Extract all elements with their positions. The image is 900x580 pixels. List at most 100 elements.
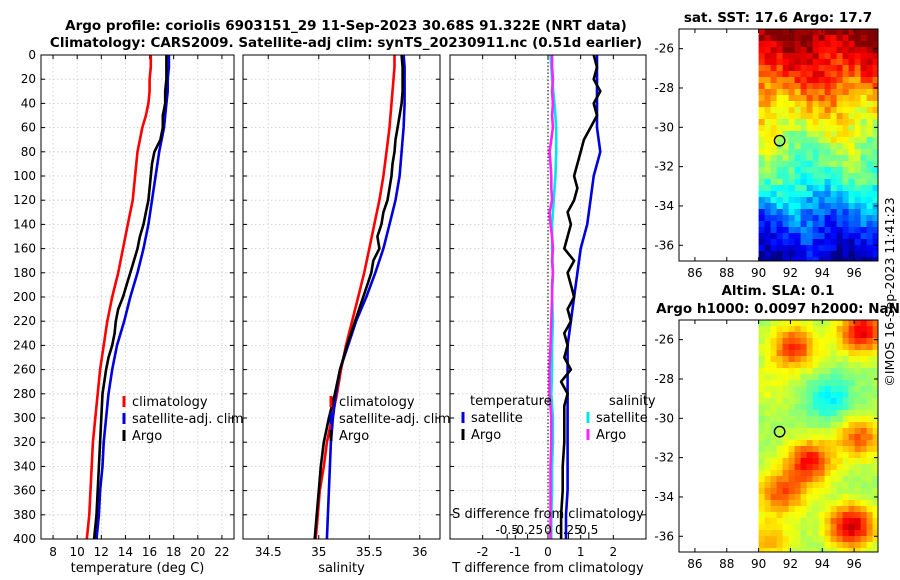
map-cell (812, 77, 819, 84)
map-cell (812, 536, 819, 543)
map-cell (758, 89, 765, 96)
x-tick-label: 35.5 (356, 545, 383, 559)
map-cell (782, 167, 789, 174)
map-cell (824, 500, 831, 507)
map-cell (872, 83, 879, 90)
map-cell (782, 452, 789, 459)
map-cell (782, 422, 789, 429)
x-axis-label: temperature (deg C) (71, 561, 205, 576)
map-cell (842, 41, 849, 48)
map-cell (830, 101, 837, 108)
map-cell (776, 374, 783, 381)
map-cell (872, 173, 879, 180)
map-cell (782, 374, 789, 381)
map-cell (776, 368, 783, 375)
map-cell (860, 320, 867, 327)
map-cell (860, 131, 867, 138)
map-cell (818, 512, 825, 519)
map-x-tick-label: 90 (751, 266, 766, 280)
map-cell (806, 53, 813, 60)
map-cell (830, 410, 837, 417)
map-cell (782, 161, 789, 168)
map-cell (836, 344, 843, 351)
map-cell (776, 227, 783, 234)
map-cell (812, 59, 819, 66)
map-cell (764, 71, 771, 78)
map-cell (812, 239, 819, 246)
map-cell (848, 428, 855, 435)
map-cell (788, 203, 795, 210)
map-cell (812, 155, 819, 162)
map-cell (764, 548, 771, 553)
map-cell (854, 548, 861, 553)
map-cell (788, 440, 795, 447)
map-cell (800, 119, 807, 126)
legend-s-satellite-label: satellite (596, 411, 648, 426)
map-cell (848, 530, 855, 537)
legend-satellite-label: satellite-adj. clim (339, 412, 451, 427)
argo-position-marker (773, 134, 786, 147)
map-cell (824, 215, 831, 222)
map-cell (836, 125, 843, 132)
map-cell (758, 239, 765, 246)
map-cell (854, 386, 861, 393)
map-cell (860, 47, 867, 54)
map-cell (866, 233, 873, 240)
map-cell (830, 257, 837, 262)
map-cell (788, 233, 795, 240)
map-cell (836, 155, 843, 162)
map-cell (788, 149, 795, 156)
map-cell (806, 494, 813, 501)
map-cell (872, 221, 879, 228)
map-cell (854, 338, 861, 345)
map-cell (824, 143, 831, 150)
legend-t-argo-label: Argo (471, 428, 501, 443)
map-cell (836, 41, 843, 48)
map-cell (794, 380, 801, 387)
map-cell (842, 203, 849, 210)
map-cell (854, 434, 861, 441)
map-cell (836, 452, 843, 459)
map-cell (842, 173, 849, 180)
map-cell (788, 167, 795, 174)
map-cell (800, 143, 807, 150)
map-cell (776, 167, 783, 174)
map-cell (770, 149, 777, 156)
map-cell (860, 53, 867, 60)
map-cell (782, 392, 789, 399)
map-cell (854, 257, 861, 262)
map-cell (770, 338, 777, 345)
map-cell (854, 35, 861, 42)
map-cell (848, 494, 855, 501)
map-cell (866, 512, 873, 519)
map-cell (812, 185, 819, 192)
sst-map-panel: sat. SST: 17.6 Argo: 17.786 88 90 92 94 96-26… (654, 10, 879, 280)
map-cell (812, 434, 819, 441)
map-cell (866, 440, 873, 447)
map-cell (866, 197, 873, 204)
map-cell (758, 59, 765, 66)
map-cell (860, 344, 867, 351)
map-cell (866, 368, 873, 375)
map-cell (800, 29, 807, 36)
x-tick-label: 35 (311, 545, 326, 559)
map-cell (794, 197, 801, 204)
y-tick-label: 300 (13, 411, 36, 425)
sst-map-title: sat. SST: 17.6 Argo: 17.7 (684, 10, 872, 26)
map-cell (800, 434, 807, 441)
map-cell (770, 35, 777, 42)
map-cell (836, 101, 843, 108)
map-cell (812, 209, 819, 216)
map-cell (794, 410, 801, 417)
map-cell (812, 197, 819, 204)
map-cell (770, 410, 777, 417)
y-tick-label: 80 (21, 145, 36, 159)
map-cell (824, 338, 831, 345)
map-cell (782, 464, 789, 471)
map-cell (872, 179, 879, 186)
map-cell (794, 233, 801, 240)
map-cell (848, 155, 855, 162)
map-cell (872, 536, 879, 543)
y-tick-label: 340 (13, 459, 36, 473)
map-cell (764, 350, 771, 357)
